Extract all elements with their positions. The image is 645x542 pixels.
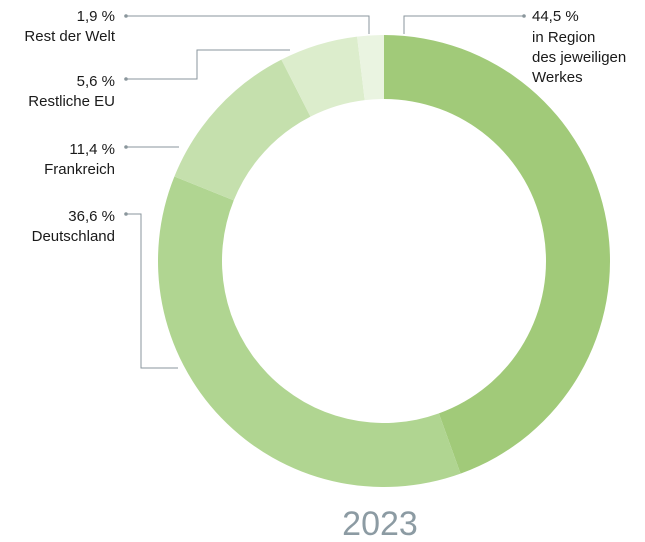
- slice-label-deutschland: Deutschland: [32, 228, 115, 245]
- leader-line-deutschland: [126, 213, 178, 369]
- donut-slice-deutschland: [157, 176, 461, 487]
- donut-slice-region: [384, 35, 610, 474]
- chart-year-caption: 2023: [342, 505, 418, 542]
- leader-dot-restliche-eu: [124, 77, 128, 81]
- leader-dot-region: [522, 14, 526, 18]
- slice-value-label-frankreich: 11,4 %: [69, 141, 115, 158]
- leader-line-restliche-eu: [126, 49, 290, 80]
- leader-line-rest-der-welt: [126, 15, 370, 34]
- slice-value-label-deutschland: 36,6 %: [68, 208, 115, 225]
- slice-label-region-line-2: des jeweiligen: [532, 49, 626, 66]
- slice-value-label-rest-der-welt: 1,9 %: [77, 8, 115, 25]
- slice-value-label-restliche-eu: 5,6 %: [77, 73, 115, 90]
- slice-value-label-region: 44,5 %: [532, 8, 579, 25]
- leader-dot-deutschland: [124, 212, 128, 216]
- slice-label-restliche-eu: Restliche EU: [28, 93, 115, 110]
- leader-lines: [124, 14, 526, 369]
- donut-slice-restliche-eu: [281, 36, 365, 117]
- slice-label-region-line-1: in Region: [532, 29, 595, 46]
- slice-label-region-line-3: Werkes: [532, 69, 583, 86]
- donut-slices: [157, 35, 610, 487]
- leader-dot-rest-der-welt: [124, 14, 128, 18]
- donut-slice-frankreich: [174, 59, 311, 201]
- donut-slice-rest-der-welt: [357, 35, 384, 101]
- slice-label-frankreich: Frankreich: [44, 161, 115, 178]
- slice-label-rest-der-welt: Rest der Welt: [24, 28, 115, 45]
- leader-dot-frankreich: [124, 145, 128, 149]
- leader-line-region: [403, 15, 524, 34]
